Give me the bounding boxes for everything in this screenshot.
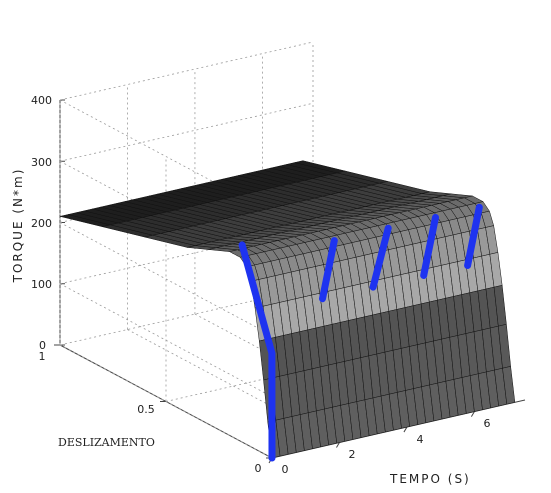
trajectory-segment: [319, 237, 338, 303]
trajectory-segment: [369, 224, 392, 291]
y-tick-label: 1: [39, 350, 46, 363]
trajectory-segment: [420, 213, 439, 279]
z-tick-label: 300: [31, 156, 52, 169]
grid-line: [59, 102, 314, 162]
z-tick-label: 0: [39, 339, 46, 352]
x-tick-label: 4: [417, 433, 424, 446]
y-tick-label: 0.5: [137, 403, 155, 416]
grid-line: [59, 41, 314, 101]
y-tick-label: 0: [255, 462, 262, 475]
x-tick-labels: 0 2 4 6: [282, 417, 491, 476]
surface-patch: [502, 366, 516, 405]
z-tick-label: 200: [31, 217, 52, 230]
z-tick-label: 400: [31, 94, 52, 107]
z-axis-label: TORQUE (N*m): [11, 168, 25, 284]
x-tick-label: 6: [484, 417, 491, 430]
y-tick-labels: 0 0.5 1: [39, 350, 262, 475]
z-tick-labels: 0 100 200 300 400: [31, 94, 52, 352]
trajectory-segment: [238, 241, 276, 462]
trajectory-segment: [464, 203, 483, 269]
x-tick-label: 2: [349, 448, 356, 461]
x-axis-label: TEMPO (S): [389, 472, 471, 486]
x-tick-mark: [403, 426, 408, 433]
x-tick-mark: [336, 442, 340, 448]
grid-line: [59, 222, 273, 336]
x-tick-mark: [470, 411, 475, 417]
torque-trajectory: [238, 203, 483, 462]
z-tick-label: 100: [31, 278, 52, 291]
torque-surface: [59, 160, 516, 459]
x-tick-label: 0: [282, 463, 289, 476]
y-axis-label: DESLIZAMENTO: [58, 436, 155, 449]
